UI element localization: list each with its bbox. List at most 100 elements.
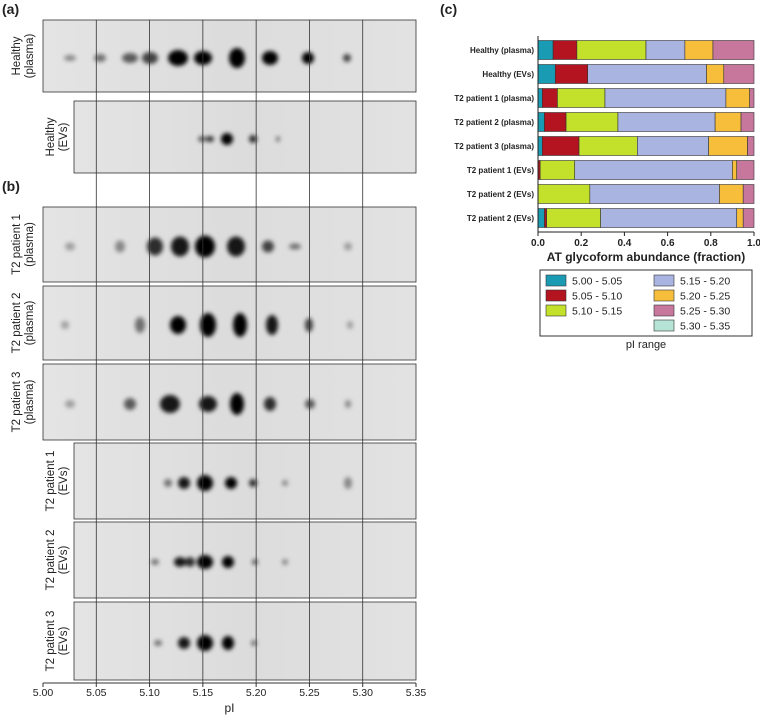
y-tick-label: Healthy (plasma) [470,46,534,55]
bar-segment [537,64,556,84]
gel-spot [282,559,288,565]
gel-spot [147,237,163,256]
bar-segment [725,88,750,108]
panel-label-line: (EVs) [58,122,70,151]
gel-spot [200,313,216,337]
gel-spot [343,54,351,62]
bar-segment [736,208,744,228]
bar-segment [600,208,738,228]
bar-segment [723,64,755,84]
bar-segment [557,88,606,108]
bar-segment [740,112,755,132]
gel-spot [199,396,217,412]
gel-spot [197,475,213,491]
gel-spot [222,556,234,568]
bar-segment [708,136,748,156]
bar-segment [537,40,554,60]
bar-segment [565,112,619,132]
gel-spot [115,240,125,253]
y-tick-label: T2 patient 1 (EVs) [467,166,534,175]
panel-label-line: (plasma) [24,379,36,424]
bar-segment [645,40,686,60]
bar-segment [539,160,576,180]
gel-spot [276,136,280,142]
bar-segment [749,88,755,108]
gel-panel [73,442,417,520]
bar-segment [736,160,755,180]
legend-label: 5.25 - 5.30 [680,306,730,318]
panel-label: T2 patient 1(EVs) [45,451,70,512]
panel-label-line: (plasma) [24,222,36,267]
legend-swatch [653,289,675,302]
bar-segment [544,112,567,132]
gel-panel [42,363,417,441]
x-axis-label: pI [224,701,234,715]
gel-spot [230,393,244,415]
bar-segment [576,40,647,60]
gel-spots [65,393,351,415]
y-tick-label: T2 patient 3 (plasma) [454,142,534,151]
x-tick-label: 5.05 [86,687,107,699]
x-tick-label: 0.0 [531,238,545,249]
x-tick-label: 5.10 [139,687,160,699]
gel-spot [171,236,189,257]
panel-label: T2 patient 3(plasma) [11,372,36,433]
gel-spot [178,477,190,489]
gel-spot [344,242,352,251]
gel-panel [73,601,417,681]
gel-spot [266,315,278,335]
gel-spot [151,559,159,565]
gel-spot [135,317,145,333]
gel-spot [65,242,75,251]
gel-spot [168,50,188,66]
x-tick-label: 5.25 [299,687,320,699]
gel-spot [282,480,288,486]
gel-spots [151,555,288,569]
gel-spot [206,136,214,142]
section-label: (c) [440,1,457,17]
x-tick-label: 5.20 [246,687,267,699]
panel-label-line: T2 patient 3 [11,372,23,433]
x-axis-label: AT glycoform abundance (fraction) [547,250,745,264]
panel-label: T2 patient 3(EVs) [45,611,70,672]
bar-segment [712,40,755,60]
y-tick-label: T2 patient 2 (EVs) [467,214,534,223]
legend-swatch [545,304,567,317]
panel-label-line: Healthy [45,117,57,156]
gel-spot [154,640,162,646]
legend-swatch [545,274,567,287]
y-tick-label: Healthy (EVs) [482,70,534,79]
bar-segment [714,112,742,132]
panel-label-line: (EVs) [58,466,70,495]
gel-spot [221,133,233,145]
bar-segment [554,64,588,84]
gel-spot [195,235,215,258]
panel-label-line: (plasma) [24,300,36,345]
gel-spot [229,48,245,68]
gel-spot [142,52,158,64]
gel-spot [94,54,106,62]
bar-segment [537,88,543,108]
gel-spot [164,479,172,487]
bar-segment [578,136,638,156]
legend-label: 5.00 - 5.05 [572,276,622,288]
gel-spot [302,52,314,64]
y-tick-label: T2 patient 1 (plasma) [454,94,534,103]
bar-segment [747,136,755,156]
gel-spot [185,557,195,567]
panel-label-line: T2 patient 1 [45,451,57,512]
gel-spot [264,397,276,411]
x-tick-label: 5.30 [352,687,373,699]
x-tick-label: 0.2 [574,238,588,249]
gel-spot [197,635,213,651]
legend-label: 5.20 - 5.25 [680,291,730,303]
gel-spot [222,636,234,650]
panel-label-line: (EVs) [58,626,70,655]
panel-label-line: T2 patient 3 [45,611,57,672]
gel-spot [122,53,138,63]
section-label: (a) [2,1,19,17]
panel-label-line: Healthy [11,36,23,75]
bar-segment [589,184,720,204]
bar-segment [604,88,727,108]
bar-segment [719,184,744,204]
